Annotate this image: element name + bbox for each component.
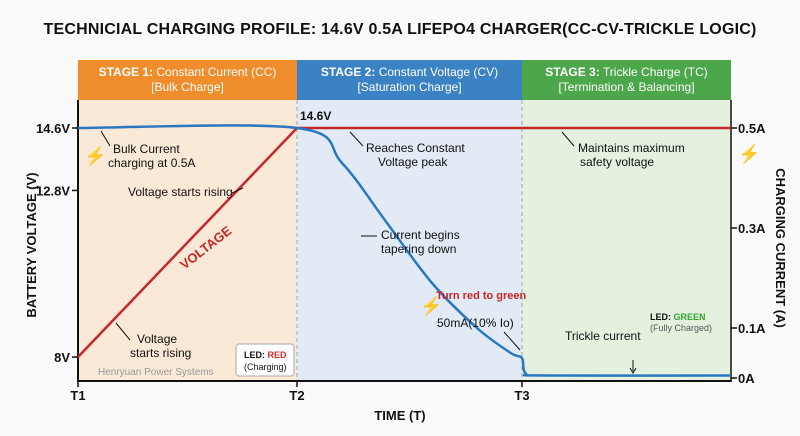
maintains-pointer bbox=[561, 131, 575, 147]
led-green-text: LED: GREEN bbox=[650, 312, 706, 322]
x-tick-label-t3: T3 bbox=[514, 388, 529, 403]
voltage-rising-bottom-pointer bbox=[115, 322, 131, 341]
led-red-text: LED: RED bbox=[244, 350, 287, 360]
bolt-icon-right: ⚡ bbox=[738, 143, 760, 165]
stage-1-mode: Constant Current (CC) bbox=[156, 65, 277, 79]
reaches-cv-pointer bbox=[349, 131, 364, 147]
maintains-1: Maintains maximum bbox=[578, 141, 685, 155]
stage-1-panel bbox=[78, 100, 297, 380]
peak-label: 14.6V bbox=[300, 109, 331, 123]
led-red-prefix: LED: bbox=[244, 350, 265, 360]
stage-3-panel bbox=[522, 100, 731, 380]
stage-1-name: STAGE 1: bbox=[98, 65, 154, 79]
stage-2-mode: Constant Voltage (CV) bbox=[378, 65, 499, 79]
voltage-rising-bottom-1: Voltage bbox=[137, 332, 177, 346]
maintains-2: safety voltage bbox=[580, 155, 654, 169]
stage-2-header: STAGE 2: Constant Voltage (CV) [Saturati… bbox=[297, 60, 522, 100]
stage-2-sub: [Saturation Charge] bbox=[357, 80, 462, 94]
chart-title: TECHNICIAL CHARGING PROFILE: 14.6V 0.5A … bbox=[43, 21, 757, 38]
current-series-line bbox=[77, 124, 732, 377]
stage-3-name: STAGE 3: bbox=[545, 65, 600, 79]
voltage-rising-bottom-2: starts rising bbox=[130, 346, 191, 360]
bulk-current-line-1: Bulk Current bbox=[113, 142, 180, 156]
reaches-cv-2: Voltage peak bbox=[378, 155, 448, 169]
voltage-series-line bbox=[77, 126, 731, 358]
bolt-icon-left: ⚡ bbox=[84, 145, 106, 167]
led-green-note: (Fully Charged) bbox=[650, 323, 712, 333]
led-red-state: RED bbox=[268, 350, 288, 360]
turn-red-green: Turn red to green bbox=[436, 290, 527, 302]
trickle-arrow-head bbox=[629, 367, 637, 374]
y-left-tick-label-0: 14.6V bbox=[36, 121, 70, 136]
y-right-tick-label-3: 0A bbox=[738, 371, 755, 386]
current-taper-1: Current begins bbox=[381, 228, 460, 242]
y-right-tick-label-1: 0.3A bbox=[738, 221, 766, 236]
stage-3-header: STAGE 3: Trickle Charge (TC) [Terminatio… bbox=[522, 60, 731, 100]
trickle-label: Trickle current bbox=[565, 329, 641, 343]
fifty-ma-pointer bbox=[503, 331, 521, 351]
led-green-state: GREEN bbox=[674, 312, 706, 322]
led-red-note: (Charging) bbox=[244, 362, 287, 372]
bulk-current-line-2: charging at 0.5A bbox=[108, 156, 195, 170]
led-green-prefix: LED: bbox=[650, 312, 671, 322]
stage-3-mode: Trickle Charge (TC) bbox=[602, 65, 708, 79]
watermark: Henryuan Power Systems bbox=[98, 367, 214, 378]
current-taper-2: tapering down bbox=[381, 242, 456, 256]
y-left-axis-label: BATTERY VOLTAGE (V) bbox=[24, 172, 39, 317]
stage-1-header: STAGE 1: Constant Current (CC) [Bulk Cha… bbox=[78, 60, 297, 100]
stage-1-sub: [Bulk Charge] bbox=[151, 80, 224, 94]
voltage-rising-top: Voltage starts rising bbox=[128, 185, 233, 199]
bulk-current-pointer bbox=[100, 130, 111, 147]
stage-2-name: STAGE 2: bbox=[320, 65, 376, 79]
voltage-rising-top-pointer bbox=[231, 187, 244, 194]
x-axis-label: TIME (T) bbox=[374, 408, 425, 423]
bolt-icon-middle: ⚡ bbox=[420, 295, 442, 317]
x-tick-label-t1: T1 bbox=[70, 388, 85, 403]
fifty-ma-label: 50mA(10% Io) bbox=[437, 316, 514, 330]
y-right-axis-label: CHARGING CURRENT (A) bbox=[773, 168, 788, 328]
stage-3-sub: [Termination & Balancing] bbox=[558, 80, 695, 94]
led-red-box bbox=[235, 343, 295, 377]
x-tick-label-t2: T2 bbox=[289, 388, 304, 403]
y-right-tick-label-2: 0.1A bbox=[738, 321, 766, 336]
y-right-tick-label-0: 0.5A bbox=[738, 121, 766, 136]
y-left-tick-label-1: 12.8V bbox=[36, 183, 70, 198]
y-left-tick-label-2: 8V bbox=[54, 350, 70, 365]
reaches-cv-1: Reaches Constant bbox=[366, 141, 465, 155]
